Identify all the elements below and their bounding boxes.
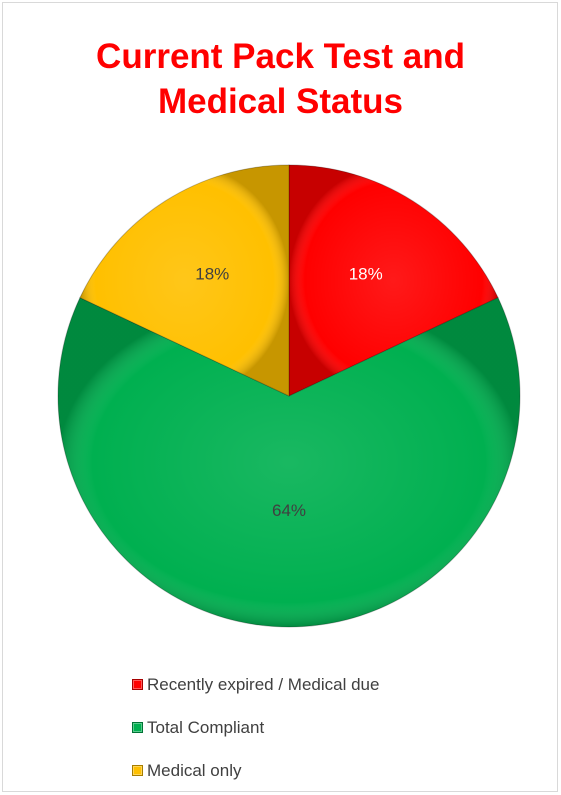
pie-slices	[57, 164, 521, 628]
data-label-recently-expired-medical-due: 18%	[349, 265, 383, 284]
data-label-total-compliant: 64%	[272, 501, 306, 520]
legend-label-medical-only: Medical only	[147, 760, 242, 780]
legend-item-total-compliant: Total Compliant	[132, 706, 379, 749]
legend-item-recently-expired: Recently expired / Medical due	[132, 663, 379, 706]
legend-item-medical-only: Medical only	[132, 749, 379, 792]
legend-label-recently-expired: Recently expired / Medical due	[147, 674, 380, 694]
legend-swatch-medical-only	[132, 765, 143, 776]
pie-slice-shading-total-compliant	[58, 297, 521, 628]
chart-title: Current Pack Test and Medical Status	[0, 34, 561, 124]
pie-slice-shading-recently-expired-medical-due	[289, 165, 499, 396]
data-label-medical-only: 18%	[195, 265, 229, 284]
legend-swatch-total-compliant	[132, 722, 143, 733]
chart-title-line-2: Medical Status	[157, 82, 404, 121]
pie-labels: 18% 64% 18%	[195, 265, 383, 520]
chart-title-line-1: Current Pack Test and	[96, 37, 465, 76]
legend: Recently expired / Medical due Total Com…	[132, 663, 379, 792]
legend-swatch-recently-expired	[132, 679, 143, 690]
pie-slice-shading-medical-only	[79, 165, 289, 396]
legend-label-total-compliant: Total Compliant	[147, 717, 265, 737]
